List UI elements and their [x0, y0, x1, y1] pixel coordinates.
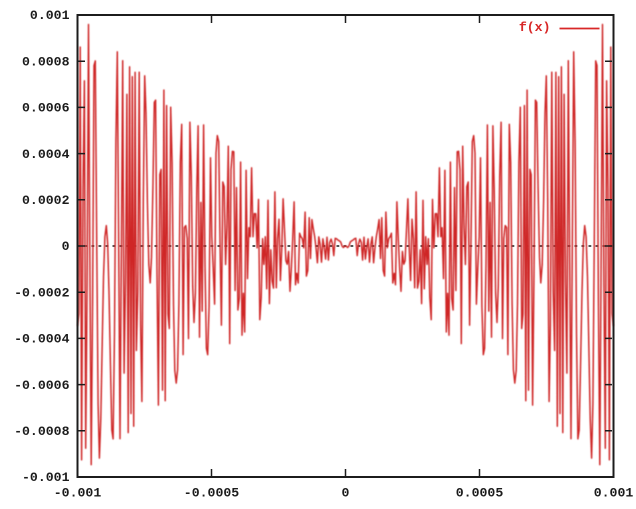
- svg-text:0: 0: [342, 486, 350, 501]
- svg-text:-0.001: -0.001: [54, 486, 102, 501]
- svg-text:-0.0005: -0.0005: [184, 486, 239, 501]
- svg-text:0.0005: 0.0005: [456, 486, 504, 501]
- svg-text:0: 0: [62, 239, 70, 254]
- svg-text:0.0006: 0.0006: [22, 101, 70, 116]
- svg-text:0.0008: 0.0008: [22, 54, 70, 69]
- svg-text:0.001: 0.001: [594, 486, 634, 501]
- svg-text:0.0002: 0.0002: [22, 193, 70, 208]
- svg-text:-0.0006: -0.0006: [14, 378, 69, 393]
- svg-text:-0.001: -0.001: [22, 470, 70, 485]
- svg-text:-0.0008: -0.0008: [14, 424, 69, 439]
- svg-text:f(x): f(x): [519, 20, 551, 35]
- svg-text:-0.0004: -0.0004: [14, 332, 69, 347]
- svg-text:-0.0002: -0.0002: [14, 285, 69, 300]
- svg-text:0.0004: 0.0004: [22, 147, 70, 162]
- svg-text:0.001: 0.001: [30, 8, 70, 23]
